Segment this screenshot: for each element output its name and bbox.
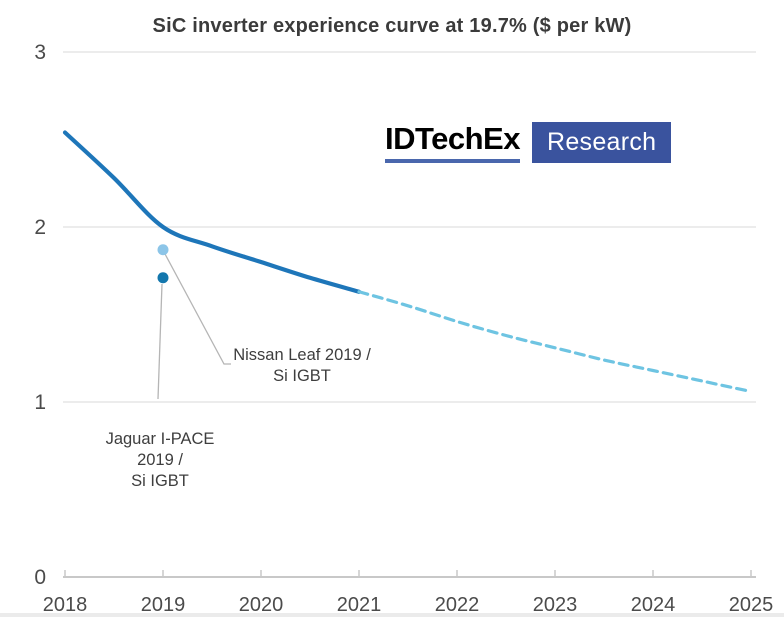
annotation-jaguar-line1: Jaguar I-PACE 2019 /	[105, 430, 215, 469]
leader-line-jaguar	[157, 283, 163, 400]
data-point-jaguar-ipace	[157, 272, 169, 284]
idtechex-logo: IDTechEx Research	[385, 122, 672, 163]
x-tick-label-2023: 2023	[533, 594, 578, 616]
x-tick-label-2020: 2020	[239, 594, 284, 616]
annotation-nissan-leaf: Nissan Leaf 2019 / Si IGBT	[227, 345, 377, 387]
x-tick-label-2019: 2019	[141, 594, 186, 616]
leader-line-nissan	[164, 253, 231, 365]
logo-brand-text: IDTechEx	[385, 121, 520, 156]
x-tick-label-2018: 2018	[43, 594, 88, 616]
x-tick-label-2022: 2022	[435, 594, 480, 616]
x-tick-label-2024: 2024	[631, 594, 676, 616]
x-tick-label-2025: 2025	[729, 594, 774, 616]
annotation-jaguar-ipace: Jaguar I-PACE 2019 / Si IGBT	[85, 429, 235, 492]
chart-title: SiC inverter experience curve at 19.7% (…	[152, 15, 632, 37]
x-tick-label-2021: 2021	[337, 594, 382, 616]
y-tick-label-3: 3	[34, 41, 46, 64]
curve-solid	[62, 130, 362, 294]
data-point-nissan-leaf	[157, 244, 169, 256]
y-tick-label-0: 0	[34, 566, 46, 589]
annotation-jaguar-line2: Si IGBT	[131, 472, 189, 490]
y-tick-label-1: 1	[34, 391, 46, 414]
logo-brand-wrap: IDTechEx	[385, 122, 520, 163]
logo-research-box: Research	[531, 122, 672, 163]
annotation-nissan-line2: Si IGBT	[273, 367, 331, 385]
annotation-nissan-line1: Nissan Leaf 2019 /	[233, 346, 371, 364]
y-tick-label-2: 2	[34, 216, 46, 239]
logo-underline	[385, 159, 520, 163]
bottom-edge-strip	[0, 613, 784, 617]
curve-dashed	[357, 290, 753, 394]
